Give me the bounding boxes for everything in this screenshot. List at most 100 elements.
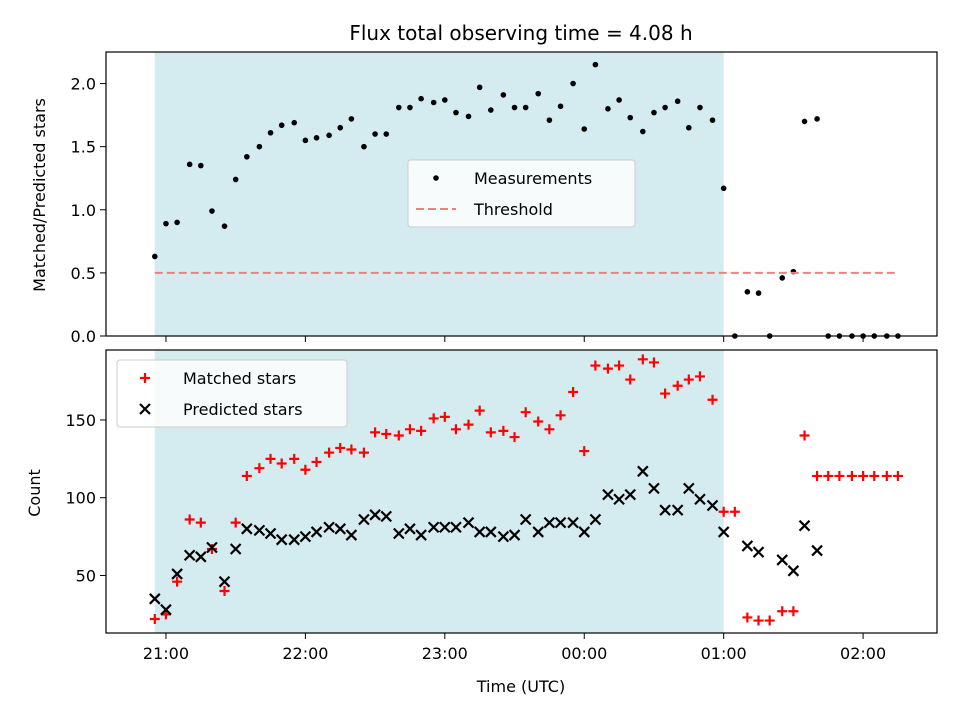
data-point: [195, 517, 206, 528]
data-point: [590, 360, 601, 371]
data-point: [672, 380, 683, 391]
series-1: [149, 465, 823, 616]
y-tick-label: 1.5: [71, 138, 96, 157]
data-point: [570, 80, 576, 87]
data-point: [707, 394, 718, 405]
data-point: [326, 132, 332, 139]
data-point: [823, 470, 834, 481]
data-point: [407, 104, 413, 111]
data-point: [198, 162, 204, 169]
data-point: [741, 540, 754, 552]
data-point: [881, 470, 892, 481]
data-point: [787, 565, 800, 577]
data-point: [415, 529, 427, 541]
data-point: [462, 516, 475, 529]
data-point: [869, 470, 880, 481]
data-point: [171, 568, 183, 580]
data-point: [637, 465, 649, 478]
bottom-y-axis-label: Count: [25, 469, 44, 517]
data-point: [149, 593, 161, 605]
data-point: [686, 124, 692, 131]
data-point: [568, 386, 579, 397]
data-point: [522, 104, 529, 111]
data-point: [720, 185, 727, 192]
data-point: [278, 122, 285, 129]
data-point: [218, 575, 231, 588]
y-tick-label: 0.0: [71, 327, 96, 346]
data-point: [345, 529, 358, 541]
y-tick-label: 150: [65, 411, 96, 430]
data-point: [396, 104, 402, 111]
data-point: [450, 424, 461, 435]
data-point: [519, 513, 532, 526]
legend-label-0: Matched stars: [183, 369, 296, 388]
data-point: [535, 90, 542, 97]
data-point: [605, 106, 611, 112]
axes-frame: [105, 51, 938, 337]
data-point: [674, 98, 681, 105]
data-point: [275, 533, 288, 546]
data-point: [232, 176, 239, 183]
data-point: [427, 521, 440, 534]
data-point: [648, 482, 660, 495]
data-point: [753, 615, 764, 626]
legend-label-0: Measurements: [474, 169, 592, 188]
data-point: [473, 526, 486, 538]
data-point: [752, 546, 765, 558]
data-point: [276, 458, 287, 469]
data-point: [811, 544, 823, 557]
data-point: [554, 516, 567, 529]
y-tick-label: 1.0: [71, 201, 96, 220]
data-point: [230, 517, 241, 528]
data-point: [616, 97, 622, 103]
y-tick-label: 50: [76, 566, 96, 585]
data-point: [671, 504, 684, 516]
data-point: [335, 442, 346, 453]
legend-label-1: Threshold: [473, 200, 553, 219]
data-point: [348, 116, 355, 122]
data-point: [465, 113, 472, 120]
data-point: [627, 114, 634, 121]
data-point: [404, 424, 415, 435]
data-point: [244, 153, 250, 160]
data-point: [372, 131, 378, 137]
data-point: [416, 425, 427, 436]
data-point: [694, 493, 706, 506]
data-point: [160, 603, 172, 616]
data-point: [149, 614, 160, 625]
data-point: [602, 488, 614, 501]
data-point: [764, 615, 775, 626]
y-tick-label: 2.0: [71, 75, 96, 94]
data-point: [640, 128, 646, 135]
data-point: [706, 499, 719, 512]
data-point: [546, 117, 553, 123]
data-point: [324, 447, 335, 458]
data-point: [488, 107, 494, 113]
data-point: [439, 411, 450, 422]
data-point: [776, 554, 789, 566]
legend-box: [407, 159, 636, 228]
data-point: [555, 410, 566, 421]
data-point: [369, 509, 381, 521]
data-point: [694, 371, 705, 382]
data-point: [418, 95, 424, 102]
data-point: [183, 549, 196, 562]
data-point: [209, 208, 215, 214]
data-point: [404, 523, 416, 535]
data-point: [799, 430, 810, 441]
data-point: [288, 533, 301, 546]
data-point: [291, 119, 298, 126]
data-point: [476, 84, 483, 91]
data-point: [520, 407, 531, 418]
data-point: [334, 523, 347, 535]
data-point: [637, 354, 648, 365]
data-point: [361, 143, 367, 150]
data-point: [358, 447, 369, 458]
x-tick-label: 02:00: [840, 644, 886, 663]
data-point: [358, 513, 370, 526]
data-point: [662, 104, 668, 111]
data-point: [428, 413, 439, 424]
data-point: [814, 116, 820, 122]
data-point: [310, 526, 323, 538]
legend-label-1: Predicted stars: [183, 400, 303, 419]
